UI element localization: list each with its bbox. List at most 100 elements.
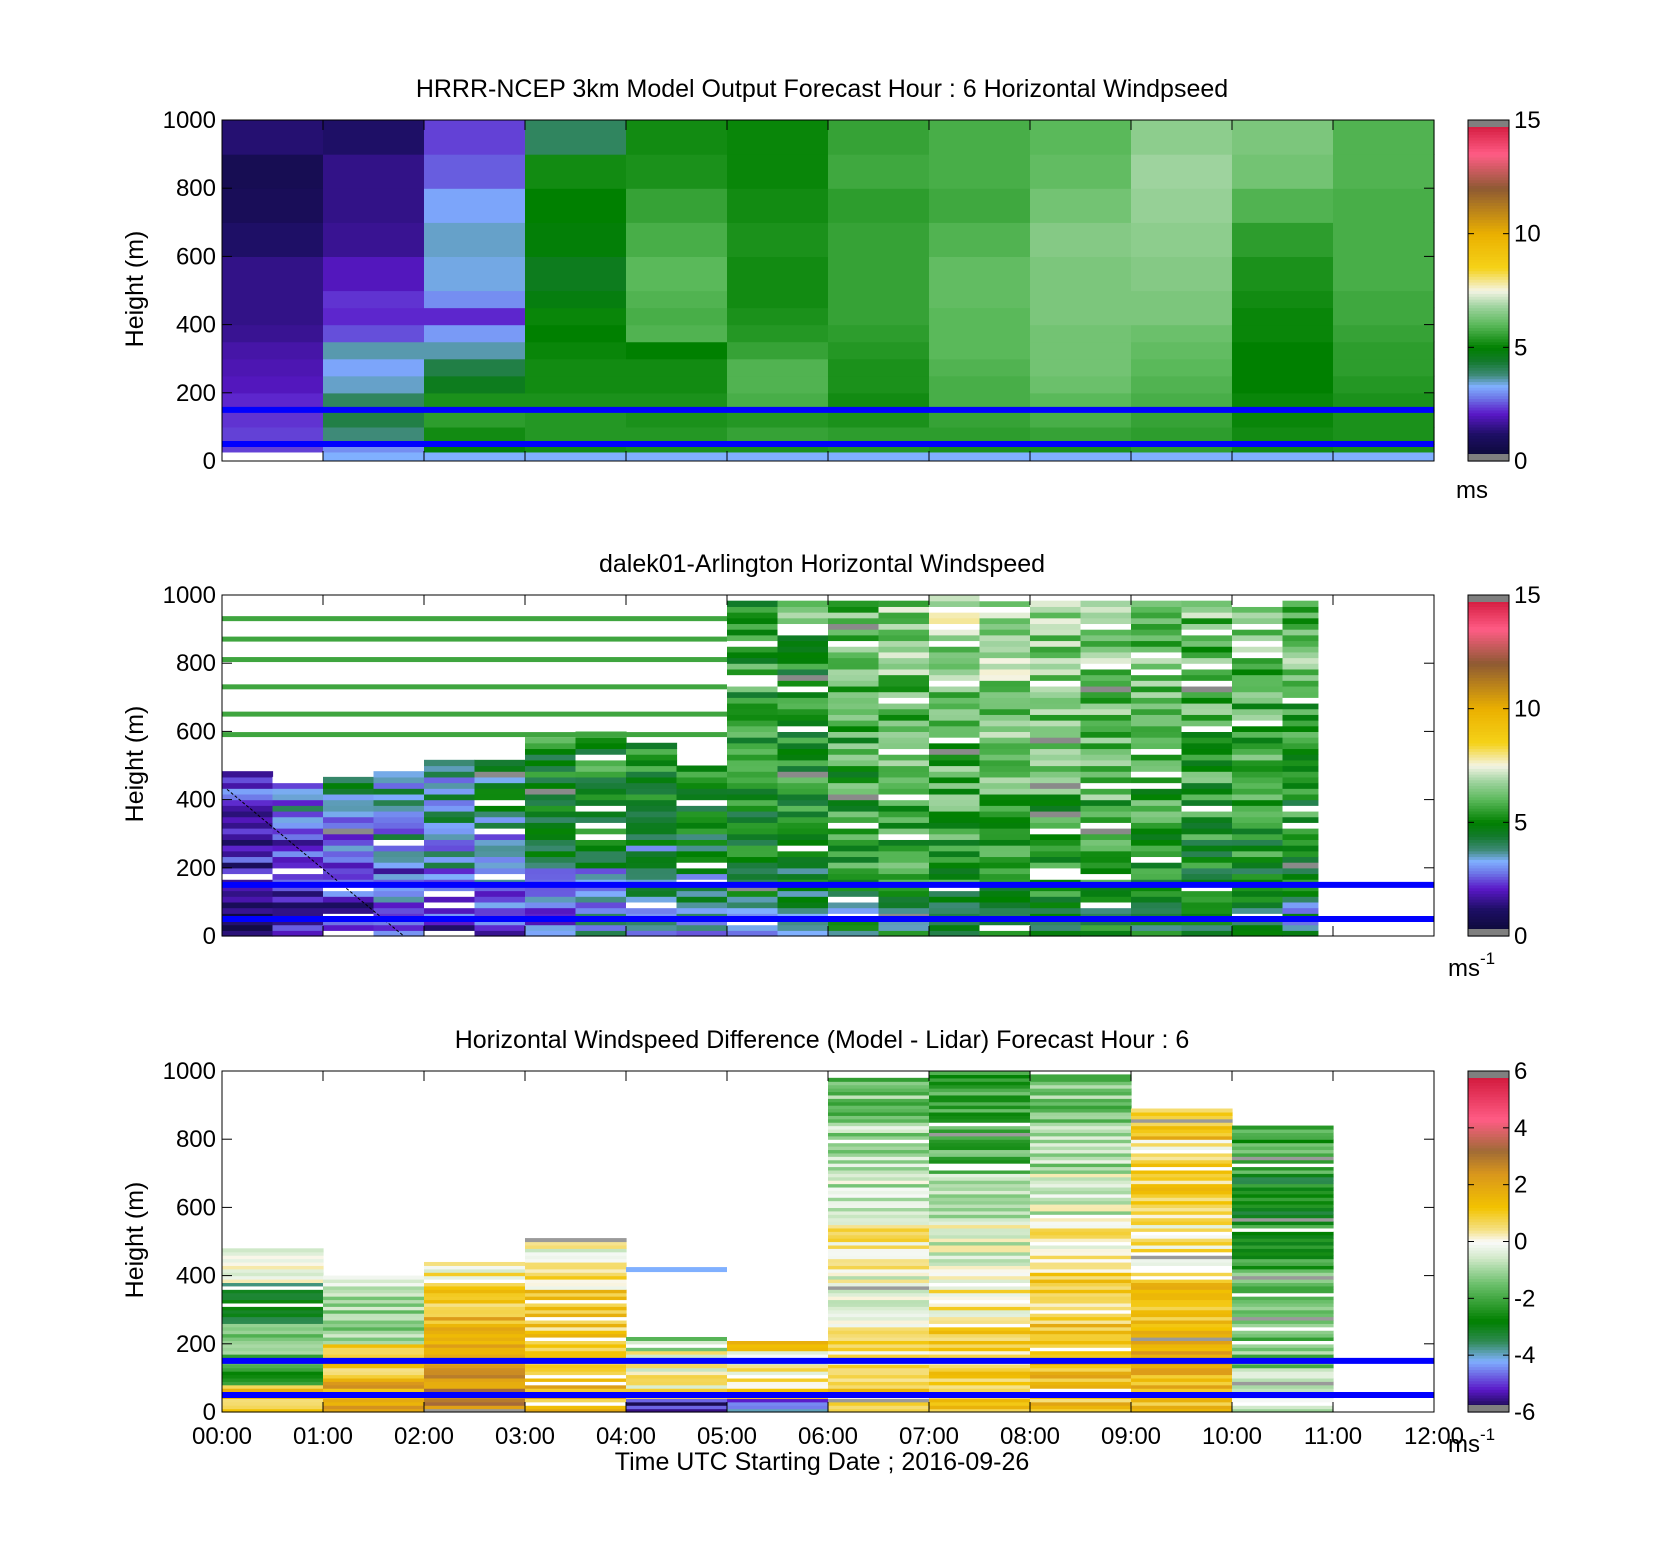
heatmap-cell (222, 409, 324, 428)
difference-cell (1030, 1319, 1132, 1324)
difference-cell (929, 1381, 1031, 1386)
lidar-cell (979, 771, 1031, 778)
lidar-cell (222, 890, 274, 897)
lidar-cell (1232, 663, 1284, 670)
difference-cell (1232, 1238, 1334, 1243)
difference-cell (828, 1146, 930, 1151)
colorbar-swatch (1468, 862, 1509, 866)
colorbar-swatch (1468, 347, 1509, 351)
colorbar-swatch (1468, 683, 1509, 687)
heatmap-cell (626, 154, 728, 189)
colorbar-swatch (1468, 1264, 1509, 1268)
difference-cell (1131, 1169, 1233, 1174)
lidar-cell (828, 765, 880, 772)
difference-cell (424, 1333, 526, 1338)
lidar-cell (828, 833, 880, 840)
lidar-cell (1131, 702, 1183, 710)
lidar-streak (222, 684, 727, 690)
difference-cell (1232, 1128, 1334, 1133)
heatmap-cell (424, 392, 526, 411)
difference-cell (626, 1381, 728, 1386)
colorbar-swatch (1468, 148, 1509, 152)
heatmap-cell (525, 222, 627, 257)
colorbar-swatch (1468, 708, 1509, 713)
lidar-cell (1030, 600, 1082, 607)
lidar-cell (979, 896, 1031, 903)
difference-cell (1232, 1176, 1334, 1181)
heatmap-cell (929, 290, 1031, 309)
colorbar-swatch (1468, 125, 1509, 130)
lidar-cell (373, 930, 425, 937)
difference-cell (424, 1319, 526, 1324)
lidar-cell (777, 606, 829, 613)
difference-cell (929, 1098, 1031, 1103)
lidar-cell (575, 901, 627, 909)
lidar-cell (1131, 788, 1183, 795)
lidar-cell (979, 805, 1031, 812)
difference-cell (1232, 1292, 1334, 1297)
difference-cell (323, 1323, 425, 1328)
difference-cell (222, 1313, 324, 1318)
difference-cell (1131, 1364, 1233, 1369)
difference-cell (1131, 1401, 1233, 1406)
lidar-cell (1080, 685, 1132, 693)
lidar-cell (1030, 702, 1082, 710)
difference-cell (828, 1381, 930, 1386)
difference-cell (1232, 1272, 1334, 1277)
difference-cell (828, 1231, 930, 1236)
heatmap-cell (323, 188, 425, 223)
lidar-cell (1232, 793, 1284, 801)
lidar-cell (828, 810, 880, 818)
heatmap-cell (1232, 154, 1334, 189)
heatmap-cell (222, 290, 324, 309)
colorbar-swatch (1468, 813, 1509, 818)
colorbar-swatch (1468, 779, 1509, 784)
difference-cell (828, 1111, 930, 1116)
difference-cell (424, 1398, 526, 1403)
colorbar-swatch (1468, 612, 1509, 616)
colorbar-swatch (1468, 776, 1509, 781)
lidar-cell (575, 737, 627, 744)
heatmap-cell (727, 443, 829, 454)
difference-cell (222, 1336, 324, 1341)
difference-cell (525, 1330, 627, 1335)
difference-cell (929, 1071, 1031, 1076)
lidar-cell (474, 822, 526, 829)
difference-cell (1131, 1197, 1233, 1202)
lidar-cell (575, 748, 627, 755)
difference-cell (929, 1388, 1031, 1393)
heatmap-cell (1131, 358, 1233, 377)
lidar-cell (1030, 850, 1082, 858)
lidar-cell (1030, 930, 1082, 937)
difference-cell (727, 1401, 829, 1406)
difference-cell (626, 1340, 728, 1345)
colorbar-swatch (1468, 1301, 1509, 1305)
colorbar-swatch (1468, 1215, 1509, 1220)
colorbar-swatch (1468, 910, 1509, 914)
colorbar-swatch (1468, 350, 1509, 354)
difference-cell (1232, 1309, 1334, 1314)
colorbar-tick-label: -4 (1514, 1342, 1535, 1369)
y-tick-label: 1000 (163, 582, 216, 609)
lidar-cell (929, 720, 981, 727)
y-tick-label: 200 (176, 1331, 216, 1358)
difference-cell (323, 1302, 425, 1307)
y-tick-label: 0 (203, 448, 216, 475)
colorbar-swatch (1468, 1079, 1509, 1083)
lidar-cell (1282, 845, 1319, 852)
lidar-cell (525, 839, 577, 846)
lidar-cell (1232, 810, 1284, 818)
difference-cell (1030, 1122, 1132, 1127)
heatmap-cell (828, 307, 930, 326)
lidar-cell (777, 646, 829, 653)
lidar-cell (1181, 776, 1233, 784)
colorbar-swatch (1468, 415, 1509, 419)
lidar-cell (676, 788, 728, 795)
difference-cell (828, 1272, 930, 1277)
lidar-cell (1181, 765, 1233, 772)
difference-cell (929, 1118, 1031, 1123)
difference-cell (828, 1405, 930, 1410)
difference-cell (626, 1371, 728, 1376)
difference-cell (525, 1371, 627, 1376)
